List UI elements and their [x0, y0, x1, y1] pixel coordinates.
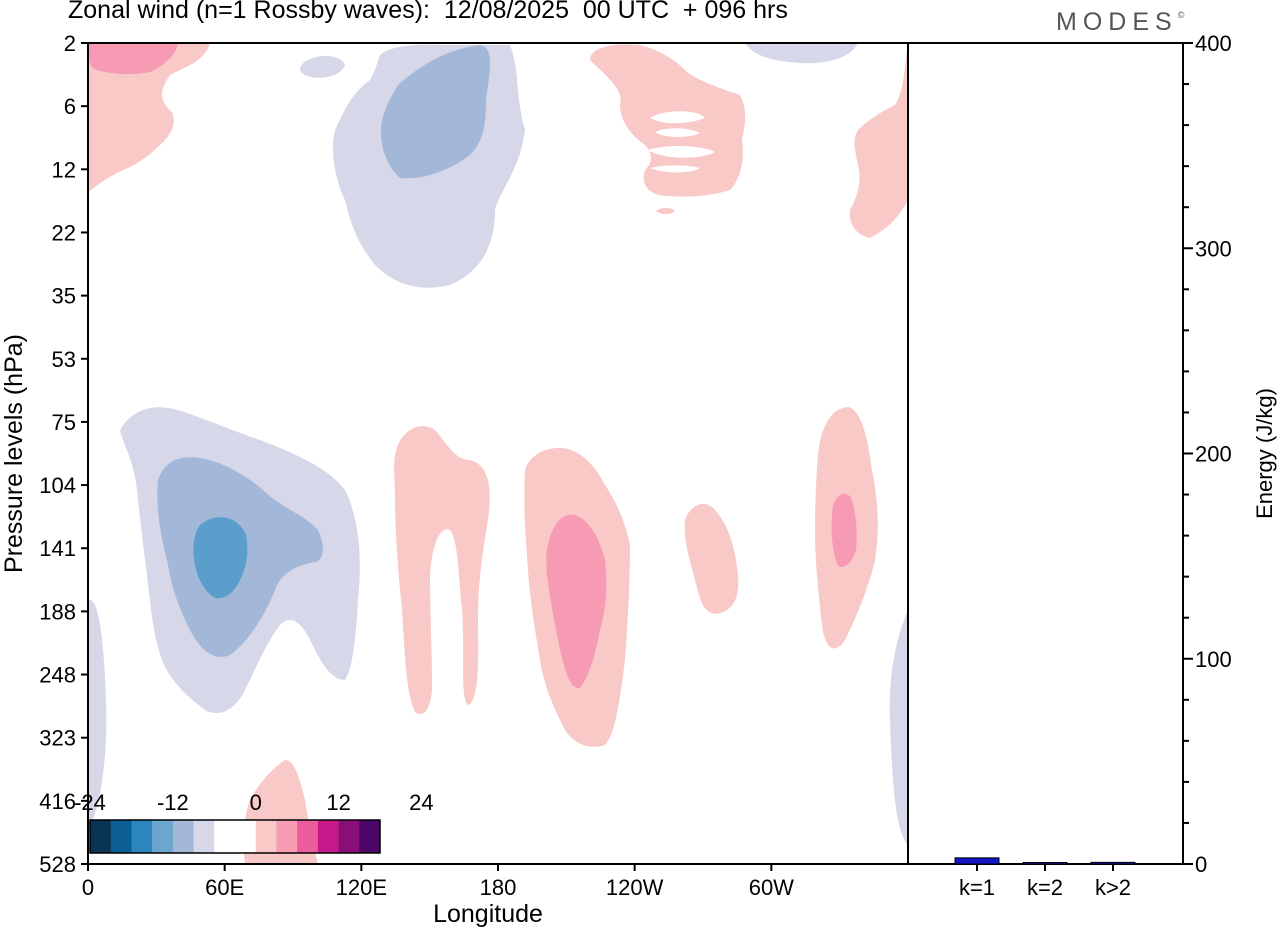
colorbar-swatch	[214, 820, 236, 853]
energy-axis-label: Energy (J/kg)	[1252, 388, 1277, 519]
energy-tick-label: 0	[1195, 852, 1207, 877]
y-tick-label: 141	[39, 536, 76, 561]
energy-bar-chart: 0 100 200 300 400 Energy (J/kg) k=1 k=2 k>2	[907, 31, 1277, 900]
y-tick-label: 323	[39, 726, 76, 751]
y-tick-label: 22	[52, 220, 76, 245]
y-tick-label: 248	[39, 663, 76, 688]
positive-region-small-fleck	[656, 208, 675, 214]
y-tick-label: 2	[64, 31, 76, 56]
core-negative-cell	[193, 517, 248, 599]
colorbar-swatch	[338, 820, 360, 853]
x-tick-label: 0	[82, 875, 94, 900]
x-axis-label: Longitude	[433, 900, 543, 928]
y-tick-label: 104	[39, 473, 76, 498]
colorbar-tick-label: -24	[74, 790, 106, 815]
colorbar-swatch	[255, 820, 277, 853]
energy-category-label: k=2	[1027, 875, 1063, 900]
x-tick-label: 120W	[606, 875, 664, 900]
y-tick-label: 35	[52, 284, 76, 309]
y-axis-label: Pressure levels (hPa)	[0, 334, 28, 573]
energy-tick-label: 200	[1195, 442, 1232, 467]
white-gap-3	[648, 145, 715, 158]
energy-bar-1	[954, 857, 1000, 865]
y-tick-label: 6	[64, 94, 76, 119]
energy-category-label: k=1	[959, 875, 995, 900]
energy-tick-label: 300	[1195, 236, 1232, 261]
colorbar-swatch	[172, 820, 194, 853]
colorbar-frame	[89, 819, 381, 854]
colorbar: -24 -12 0 12 24	[74, 790, 434, 854]
negative-region-right-edge	[889, 610, 908, 846]
colorbar-swatch	[90, 820, 112, 853]
energy-tick-label: 400	[1195, 31, 1232, 56]
positive-region-near-145E	[394, 426, 490, 715]
energy-bar-2	[1022, 862, 1068, 865]
colorbar-tick-label: 12	[326, 790, 350, 815]
y-tick-label: 53	[52, 347, 76, 372]
white-gap-4	[650, 165, 700, 173]
y-tick-label: 416	[39, 789, 76, 814]
colorbar-swatch	[110, 820, 132, 853]
colorbar-swatch	[193, 820, 215, 853]
colorbar-tick-label: 24	[409, 790, 433, 815]
strong-negative-stratosphere	[380, 45, 491, 179]
positive-region-top-left	[88, 43, 210, 192]
negative-region-top-right	[745, 43, 858, 64]
colorbar-swatch	[297, 820, 319, 853]
y-tick-label: 188	[39, 599, 76, 624]
y-tick-label: 75	[52, 410, 76, 435]
negative-region-left-edge	[88, 599, 107, 830]
white-gap-2	[655, 128, 700, 137]
colorbar-swatch	[131, 820, 153, 853]
chart-title: Zonal wind (n=1 Rossby waves): 12/08/202…	[68, 0, 788, 24]
heatmap-regions	[88, 43, 908, 864]
energy-tick-label: 100	[1195, 647, 1232, 672]
colorbar-tick-label: -12	[157, 790, 189, 815]
logo-text: MODES	[1056, 8, 1178, 36]
modes-logo: MODES©	[1056, 8, 1184, 37]
strong-positive-near-35W	[831, 493, 857, 568]
colorbar-swatch	[359, 820, 381, 853]
colorbar-swatch	[317, 820, 339, 853]
colorbar-tick-label: 0	[250, 790, 262, 815]
energy-frame	[907, 42, 1184, 865]
logo-mark: ©	[1177, 10, 1185, 20]
strong-positive-top-left	[88, 43, 178, 75]
white-gap-1	[650, 111, 705, 124]
energy-bar-3	[1090, 861, 1136, 865]
x-tick-label: 60E	[205, 875, 244, 900]
positive-region-stratosphere-right	[849, 43, 908, 238]
positive-region-near-135W	[684, 503, 739, 614]
colorbar-swatch	[235, 820, 257, 853]
x-tick-label: 60W	[749, 875, 794, 900]
y-tick-label: 12	[52, 157, 76, 182]
strong-positive-near-160W	[546, 514, 607, 689]
colorbar-swatch	[152, 820, 174, 853]
colorbar-swatch	[276, 820, 298, 853]
x-tick-label: 180	[480, 875, 517, 900]
energy-category-label: k>2	[1095, 875, 1131, 900]
x-tick-label: 120E	[336, 875, 387, 900]
y-tick-label: 528	[39, 852, 76, 877]
